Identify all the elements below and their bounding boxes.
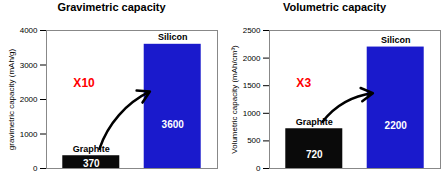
svg-text:500: 500 [247, 136, 261, 145]
svg-text:370: 370 [83, 158, 100, 169]
svg-text:1000: 1000 [243, 109, 261, 118]
svg-text:Graphite: Graphite [73, 144, 110, 154]
svg-text:3600: 3600 [162, 119, 185, 130]
svg-text:gravimetric capacity (mAh/g): gravimetric capacity (mAh/g) [7, 48, 16, 150]
svg-text:X3: X3 [296, 76, 311, 90]
svg-text:3000: 3000 [20, 61, 38, 70]
svg-text:X10: X10 [73, 76, 95, 90]
svg-text:1000: 1000 [20, 130, 38, 139]
svg-text:0: 0 [33, 164, 38, 173]
svg-text:2000: 2000 [243, 54, 261, 63]
svg-text:Silicon: Silicon [158, 32, 188, 42]
svg-text:4000: 4000 [20, 26, 38, 35]
html-text:Volumetric capacity: Volumetric capacity [282, 1, 387, 13]
svg-text:1500: 1500 [243, 81, 261, 90]
svg-text:Graphite: Graphite [296, 117, 333, 127]
svg-text:720: 720 [306, 149, 323, 160]
svg-text:2200: 2200 [385, 120, 408, 131]
svg-text:Silicon: Silicon [381, 35, 411, 45]
svg-text:0: 0 [256, 164, 261, 173]
svg-text:2000: 2000 [20, 95, 38, 104]
html-text:Gravimetric capacity: Gravimetric capacity [57, 1, 166, 13]
svg-text:2500: 2500 [243, 26, 261, 35]
svg-text:Volumetric capacity (mAh/cm³): Volumetric capacity (mAh/cm³) [230, 45, 239, 154]
